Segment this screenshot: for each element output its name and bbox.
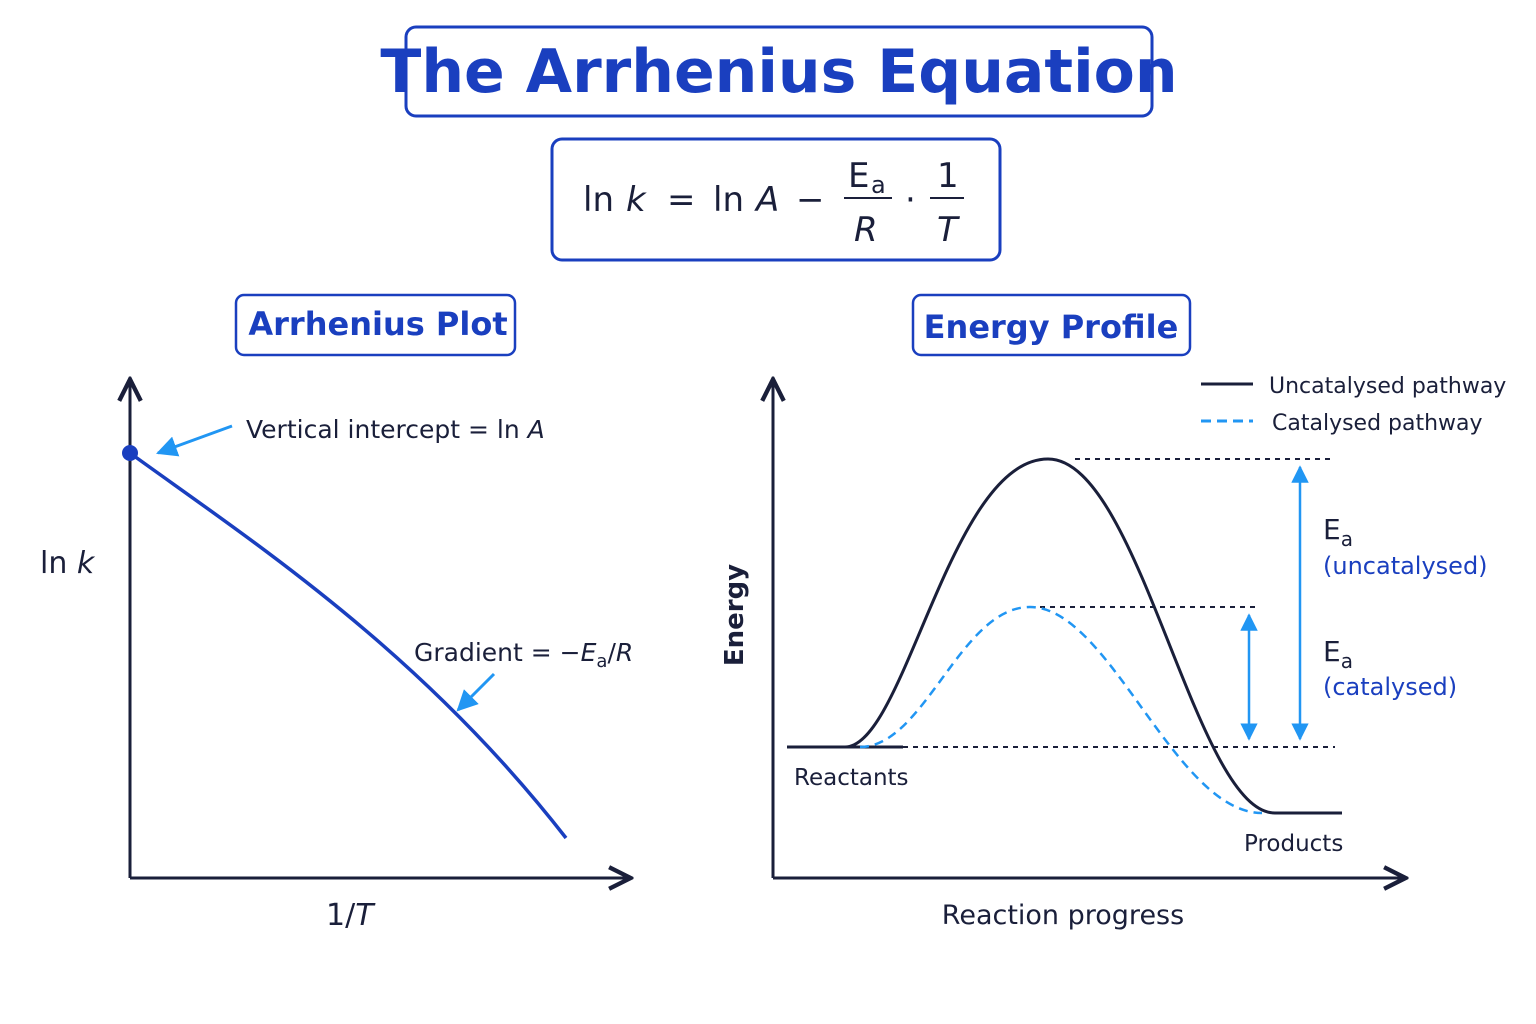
annotation-text: Vertical intercept = ln — [246, 415, 528, 444]
level-label: Reactants — [794, 765, 909, 791]
title-box — [404, 25, 1154, 118]
x-label: Reaction progress — [942, 900, 1184, 931]
title: The Arrhenius Equation — [380, 37, 1177, 107]
equation: ln k = ln A − E a R · 1 T — [583, 156, 964, 250]
arrhenius-line — [128, 451, 568, 840]
equation-box — [550, 137, 1002, 262]
guide-lines — [903, 458, 1335, 748]
eq-var: k — [626, 180, 647, 220]
y-label: Energy — [720, 564, 750, 666]
annotation-var: A — [526, 415, 545, 444]
ea-symbol: Ea — [1323, 513, 1353, 551]
eq-equals: = — [667, 180, 696, 220]
ea-e: E — [1323, 635, 1341, 668]
annotation-var: E — [581, 638, 597, 667]
ea-note: (catalysed) — [1323, 673, 1457, 701]
y-label: ln k — [40, 546, 96, 581]
eq-num: 1 — [937, 156, 959, 196]
ea-sub: a — [1341, 649, 1353, 673]
y-label-var: k — [77, 546, 96, 581]
eq-fn: ln — [713, 180, 744, 220]
annotation-arrow — [456, 672, 496, 712]
eq-dot: · — [905, 180, 916, 220]
y-label-fn: ln — [40, 546, 67, 581]
ea-note: (uncatalysed) — [1323, 552, 1488, 580]
panel-title-box — [911, 293, 1192, 357]
eq-den: T — [937, 210, 960, 250]
eq-den: R — [854, 210, 878, 250]
ea-sub: a — [1341, 527, 1353, 551]
level-label: Products — [1244, 831, 1343, 857]
x-label: 1/T — [326, 898, 376, 933]
annotation: Gradient = −Ea/R — [414, 638, 633, 672]
intercept-dot — [122, 445, 138, 461]
panel-title: Energy Profile — [924, 308, 1179, 346]
eq-fn: ln — [583, 180, 614, 220]
eq-minus: − — [796, 180, 825, 220]
legend-label: Catalysed pathway — [1272, 411, 1483, 436]
annotation-text: / — [607, 638, 616, 667]
legend-label: Uncatalysed pathway — [1269, 374, 1506, 399]
annotation-arrow — [156, 424, 233, 457]
x-label-num: 1/ — [326, 898, 356, 933]
eq-sub: a — [871, 171, 886, 199]
annotation-sub: a — [596, 651, 607, 672]
eq-var: A — [754, 180, 779, 220]
x-label-var: T — [355, 898, 376, 933]
ea-symbol: Ea — [1323, 635, 1353, 673]
annotation: Vertical intercept = ln A — [246, 415, 545, 444]
ea-e: E — [1323, 513, 1341, 546]
panel-title: Arrhenius Plot — [248, 305, 507, 343]
annotation-text: Gradient = − — [414, 638, 581, 667]
eq-num: E — [848, 156, 869, 196]
panel-title-box — [234, 293, 517, 357]
catalysed-curve — [859, 605, 1263, 815]
uncatalysed-curve — [787, 457, 1342, 815]
annotation-var: R — [616, 638, 633, 667]
